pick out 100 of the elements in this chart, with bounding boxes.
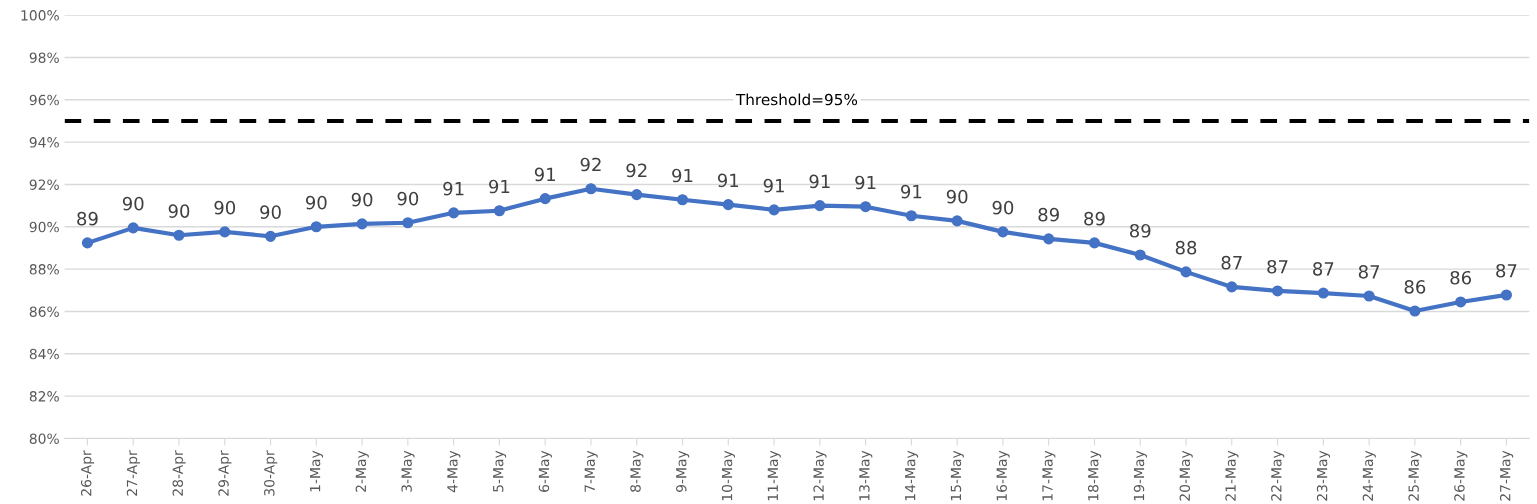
x-tick-label: 24-May: [1362, 450, 1376, 501]
y-tick-label: 90%: [29, 221, 59, 233]
data-label: 90: [122, 196, 144, 211]
data-label: 89: [1084, 211, 1105, 226]
data-label: 90: [168, 204, 190, 218]
x-tick-label: 27-Apr: [126, 450, 140, 496]
point: [310, 221, 322, 233]
x-tick-label: 19-May: [1133, 450, 1147, 501]
point: [768, 204, 780, 216]
x-tick-label: 17-May: [1042, 450, 1056, 501]
x-tick-label: 6-May: [538, 450, 552, 492]
x-tick-label: 12-May: [813, 450, 827, 501]
point: [1409, 305, 1421, 317]
x-tick-label: 2-May: [355, 450, 369, 492]
point: [1088, 237, 1101, 249]
x-tick-label: 5-May: [493, 450, 507, 492]
x-tick-label: 30-Apr: [264, 450, 278, 496]
data-label: 91: [855, 175, 876, 190]
y-tick-label: 80%: [29, 433, 59, 444]
x-tick-label: 3-May: [401, 450, 415, 492]
x-tick-label: 22-May: [1271, 450, 1285, 501]
data-label: 86: [1450, 270, 1471, 285]
x-tick-label: 11-May: [767, 450, 781, 501]
x-tick-label: 26-May: [1454, 450, 1468, 501]
point: [814, 200, 826, 212]
point: [1134, 249, 1146, 261]
point: [264, 230, 277, 242]
data-label: 91: [489, 179, 510, 194]
data-label: 91: [443, 181, 464, 196]
point: [81, 237, 93, 249]
data-label: 91: [763, 178, 784, 193]
point: [173, 229, 185, 241]
y-tick-label: 86%: [29, 306, 59, 317]
x-tick-label: 8-May: [630, 450, 644, 492]
data-label: 92: [580, 157, 601, 172]
point: [905, 210, 917, 222]
y-tick-label: 98%: [29, 52, 59, 63]
x-tick-label: 7-May: [584, 450, 598, 492]
point: [1272, 285, 1284, 297]
data-label: 89: [1129, 223, 1151, 238]
point: [631, 189, 643, 201]
point: [1226, 281, 1238, 293]
data-label: 90: [397, 191, 419, 206]
point: [402, 217, 414, 229]
data-label: 91: [672, 168, 693, 183]
data-label: 86: [1404, 280, 1426, 294]
x-tick-label: 10-May: [721, 450, 735, 501]
x-tick-label: 23-May: [1316, 450, 1331, 501]
x-tick-label: 21-May: [1225, 450, 1239, 501]
data-label: 91: [534, 167, 555, 182]
x-tick-label: 14-May: [905, 450, 919, 501]
point: [860, 201, 872, 213]
data-label: 91: [901, 184, 922, 199]
point: [448, 207, 460, 219]
point: [997, 226, 1009, 238]
x-tick-label: 29-Apr: [218, 450, 232, 496]
y-tick-label: 94%: [29, 137, 59, 148]
data-label: 89: [77, 211, 98, 226]
y-tick-label: 88%: [29, 264, 59, 275]
x-tick-label: 27-May: [1499, 450, 1514, 501]
data-label: 87: [1496, 263, 1517, 278]
data-label: 92: [626, 163, 647, 178]
data-label: 89: [1038, 207, 1059, 222]
y-tick-label: 96%: [29, 94, 59, 106]
point: [1455, 296, 1467, 308]
x-tick-label: 4-May: [447, 450, 461, 493]
y-tick-label: 100%: [21, 10, 59, 21]
data-label: 90: [351, 192, 373, 207]
y-tick-label: 92%: [29, 179, 59, 190]
ref-line-label: Threshold=95%: [735, 93, 858, 106]
point: [676, 194, 689, 206]
x-tick-label: 18-May: [1087, 450, 1102, 501]
data-label: 87: [1267, 259, 1288, 274]
x-tick-label: 26-Apr: [80, 450, 95, 496]
x-tick-label: 9-May: [676, 450, 690, 492]
x-tick-label: 20-May: [1179, 450, 1193, 501]
data-label: 90: [260, 205, 281, 219]
y-tick-label: 82%: [29, 391, 59, 402]
data-label: 87: [1358, 264, 1380, 279]
x-tick-label: 25-May: [1408, 450, 1422, 501]
y-tick-label: 84%: [29, 348, 59, 360]
data-label: 90: [214, 200, 236, 215]
data-label: 87: [1221, 255, 1242, 270]
x-tick-label: 1-May: [310, 450, 324, 492]
data-label: 88: [1175, 240, 1197, 255]
x-tick-label: 15-May: [950, 450, 964, 501]
point: [722, 199, 734, 211]
data-label: 90: [946, 189, 968, 204]
data-label: 90: [305, 195, 327, 210]
data-label: 91: [717, 173, 739, 188]
point: [1180, 266, 1192, 278]
data-label: 87: [1313, 262, 1334, 276]
point: [585, 183, 597, 195]
x-tick-label: 28-Apr: [172, 450, 186, 496]
point: [127, 222, 139, 234]
x-tick-label: 13-May: [859, 450, 873, 501]
x-tick-label: 16-May: [996, 450, 1010, 501]
point: [951, 215, 963, 227]
point: [1043, 233, 1055, 245]
data-label: 91: [809, 174, 830, 189]
